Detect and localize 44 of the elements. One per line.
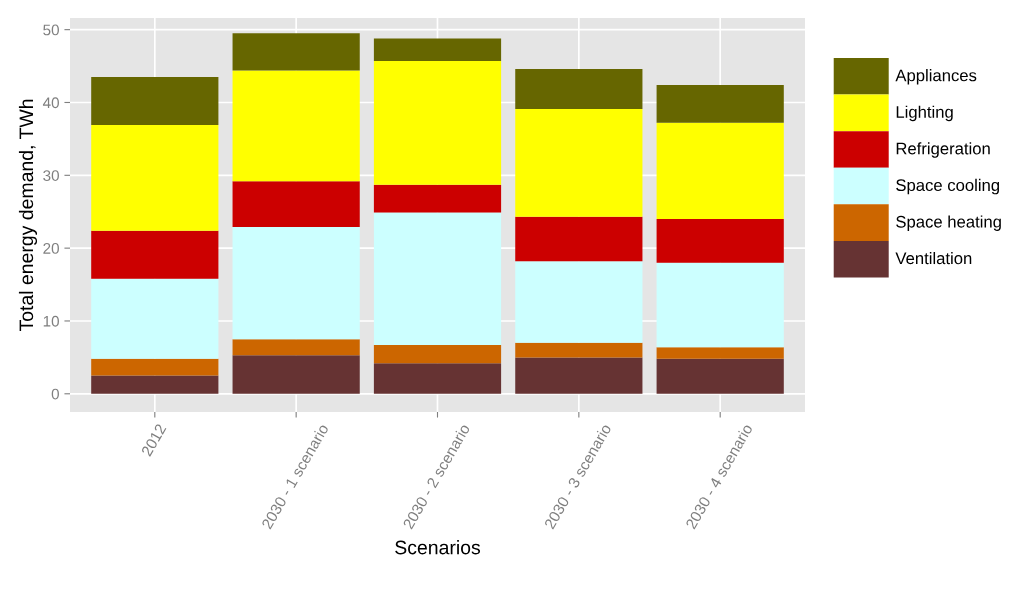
bar: [91, 358, 219, 376]
legend-label: Space cooling: [896, 178, 1000, 195]
bar: [515, 68, 643, 110]
bar: [232, 181, 360, 228]
y-tick-label: 50: [43, 24, 59, 36]
y-tick-label: 20: [43, 243, 59, 254]
legend-label: Refrigeration: [896, 142, 990, 158]
bar: [373, 184, 502, 213]
bar: [91, 125, 219, 231]
legend-label: Lighting: [896, 105, 953, 122]
y-tick-label: 10: [43, 315, 59, 327]
bar: [232, 355, 360, 394]
legend-label: Space heating: [896, 215, 1001, 231]
bar: [91, 375, 219, 394]
bar: [656, 122, 784, 220]
y-tick-label: 30: [43, 170, 59, 181]
bar: [373, 363, 502, 394]
bar: [656, 358, 784, 394]
x-axis-title: Scenarios: [395, 540, 481, 555]
bar: [515, 109, 643, 217]
y-tick-label: 0: [51, 388, 59, 400]
y-tick-label: 40: [42, 97, 59, 109]
legend-label: Appliances: [895, 69, 977, 85]
bar: [656, 347, 784, 359]
bar: [656, 262, 784, 348]
bar: [656, 85, 784, 123]
bar: [515, 357, 643, 394]
bar: [232, 70, 360, 182]
bar: [232, 227, 360, 340]
bar: [656, 219, 784, 263]
legend-label: Ventilation: [895, 251, 972, 265]
bar: [515, 342, 643, 358]
bar: [232, 339, 360, 356]
bar: [232, 33, 360, 71]
bar: [515, 216, 643, 262]
bar: [91, 230, 219, 279]
bar: [373, 212, 502, 345]
bar: [91, 278, 219, 359]
bar: [373, 38, 502, 61]
bar: [373, 345, 502, 364]
bar: [373, 60, 502, 185]
bar: [91, 76, 219, 126]
bar: [515, 261, 643, 343]
y-axis-title: Total energy demand, TWh: [18, 99, 38, 332]
